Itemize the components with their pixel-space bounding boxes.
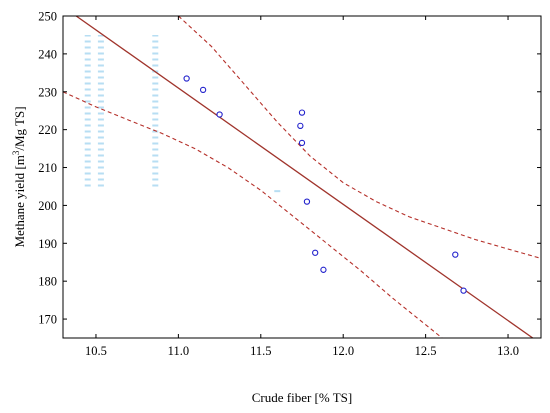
x-tick-label: 13.0 <box>497 344 519 358</box>
faint-marks <box>84 34 281 193</box>
y-tick-label: 230 <box>38 85 57 99</box>
confidence-upper-curve <box>178 16 541 259</box>
y-tick-label: 190 <box>38 237 57 251</box>
data-point <box>303 198 311 205</box>
y-axis: 170 180 190 200 210 220 230 240 250 <box>38 10 541 327</box>
y-tick-label: 210 <box>38 161 57 175</box>
x-tick-label: 11.0 <box>168 344 189 358</box>
plot-frame <box>62 15 542 339</box>
data-points <box>183 75 467 294</box>
data-point <box>320 266 327 273</box>
x-tick-label: 11.5 <box>250 344 271 358</box>
data-point <box>199 86 207 94</box>
y-tick-label: 200 <box>38 199 57 213</box>
x-axis-title: Crude fiber [% TS] <box>252 390 352 405</box>
data-point <box>183 75 190 82</box>
data-point <box>452 251 459 258</box>
confidence-bands <box>63 16 541 338</box>
x-tick-label: 12.0 <box>332 344 354 358</box>
y-tick-label: 250 <box>38 10 57 24</box>
data-point <box>460 287 467 294</box>
y-axis-title: Methane yield [m3/Mg TS] <box>11 106 27 247</box>
y-axis-title-superscript: 3 <box>11 150 21 155</box>
x-tick-label: 12.5 <box>415 344 437 358</box>
data-point <box>298 139 306 147</box>
confidence-lower-curve <box>63 91 443 338</box>
y-axis-title-suffix: /Mg TS] <box>12 106 27 150</box>
y-tick-label: 180 <box>38 275 57 289</box>
data-point <box>216 111 223 118</box>
data-point <box>312 249 319 256</box>
y-tick-label: 170 <box>38 313 57 327</box>
y-tick-label: 220 <box>38 123 57 137</box>
y-tick-label: 240 <box>38 47 57 61</box>
x-tick-label: 10.5 <box>85 344 107 358</box>
y-axis-title-prefix: Methane yield [m <box>12 155 27 247</box>
data-point <box>297 122 304 130</box>
regression-line <box>75 16 534 338</box>
x-axis: 10.5 11.0 11.5 12.0 12.5 13.0 <box>85 16 519 358</box>
data-point <box>298 109 306 116</box>
regression-fit <box>75 16 534 338</box>
